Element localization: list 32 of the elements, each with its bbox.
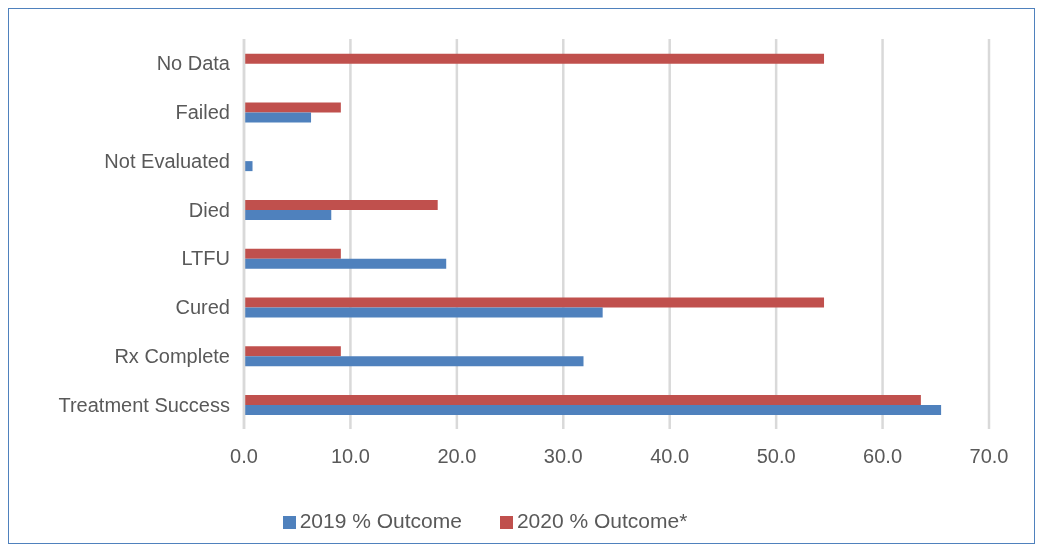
y-tick-label: No Data xyxy=(156,52,231,75)
bar xyxy=(244,161,253,172)
y-tick-label: Not Evaluated xyxy=(104,149,230,172)
x-tick-label: 50.0 xyxy=(756,445,796,468)
y-tick-label: Died xyxy=(188,198,230,221)
bar xyxy=(244,297,825,308)
x-tick-label: 20.0 xyxy=(437,445,477,468)
bar xyxy=(244,404,942,415)
x-tick-label: 0.0 xyxy=(230,445,258,468)
bar xyxy=(244,307,603,318)
legend-label: 2020 % Outcome* xyxy=(516,509,688,532)
bar xyxy=(244,209,332,220)
bar xyxy=(244,102,341,113)
y-tick-label: Failed xyxy=(175,101,230,124)
x-tick-label: 70.0 xyxy=(969,445,1009,468)
bar xyxy=(244,356,584,367)
y-tick-label: LTFU xyxy=(181,247,230,270)
bar xyxy=(244,346,341,357)
bar xyxy=(244,258,447,269)
x-tick-label: 60.0 xyxy=(863,445,903,468)
bar xyxy=(244,112,312,123)
y-tick-label: Treatment Success xyxy=(58,393,230,416)
bar xyxy=(244,394,921,405)
legend-label: 2019 % Outcome xyxy=(299,509,462,532)
x-tick-label: 30.0 xyxy=(543,445,583,468)
y-tick-label: Rx Complete xyxy=(114,344,230,367)
bar xyxy=(244,53,825,64)
x-tick-label: 10.0 xyxy=(330,445,370,468)
bar xyxy=(244,248,341,259)
x-tick-label: 40.0 xyxy=(650,445,690,468)
y-tick-label: Cured xyxy=(175,296,230,319)
bar xyxy=(244,199,438,210)
